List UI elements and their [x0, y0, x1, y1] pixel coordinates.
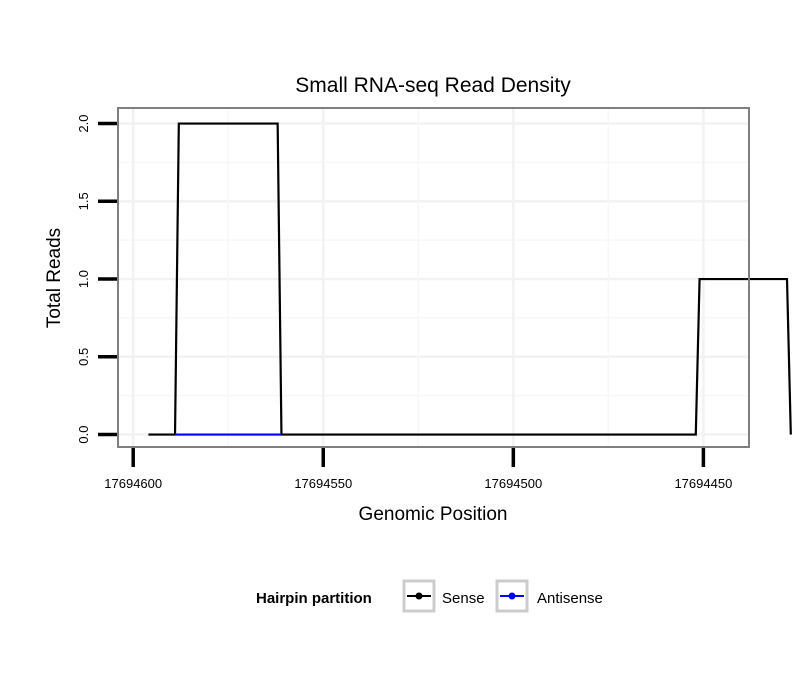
y-axis-label: Total Reads: [44, 228, 65, 328]
y-axis: 0.0 0.5 1.0 1.5 2.0: [76, 115, 117, 444]
legend-item-sense: Sense: [402, 579, 485, 613]
legend-marker-antisense: [508, 592, 516, 600]
y-tick-label-4: 2.0: [76, 115, 91, 133]
x-axis: 17694600 17694550 17694500 17694450: [104, 448, 732, 491]
legend-title: Hairpin partition: [256, 590, 372, 607]
x-tick-label-3: 17694450: [674, 476, 732, 491]
x-tick-label-1: 17694550: [294, 476, 352, 491]
x-axis-label: Genomic Position: [359, 504, 508, 525]
y-tick-label-1: 0.5: [76, 348, 91, 366]
legend-label-antisense: Antisense: [537, 590, 603, 607]
legend: Hairpin partition Sense Antisense: [256, 579, 603, 613]
y-tick-label-3: 1.5: [76, 192, 91, 210]
legend-label-sense: Sense: [442, 590, 485, 607]
plot-panel: [118, 108, 749, 447]
x-tick-label-0: 17694600: [104, 476, 162, 491]
y-tick-label-0: 0.0: [76, 426, 91, 444]
y-tick-label-2: 1.0: [76, 270, 91, 288]
plot-border: [117, 107, 750, 448]
legend-marker-sense: [415, 592, 423, 600]
series-group: [148, 122, 792, 436]
legend-item-antisense: Antisense: [495, 579, 603, 613]
chart-title: Small RNA-seq Read Density: [295, 74, 571, 97]
x-tick-label-2: 17694500: [484, 476, 542, 491]
